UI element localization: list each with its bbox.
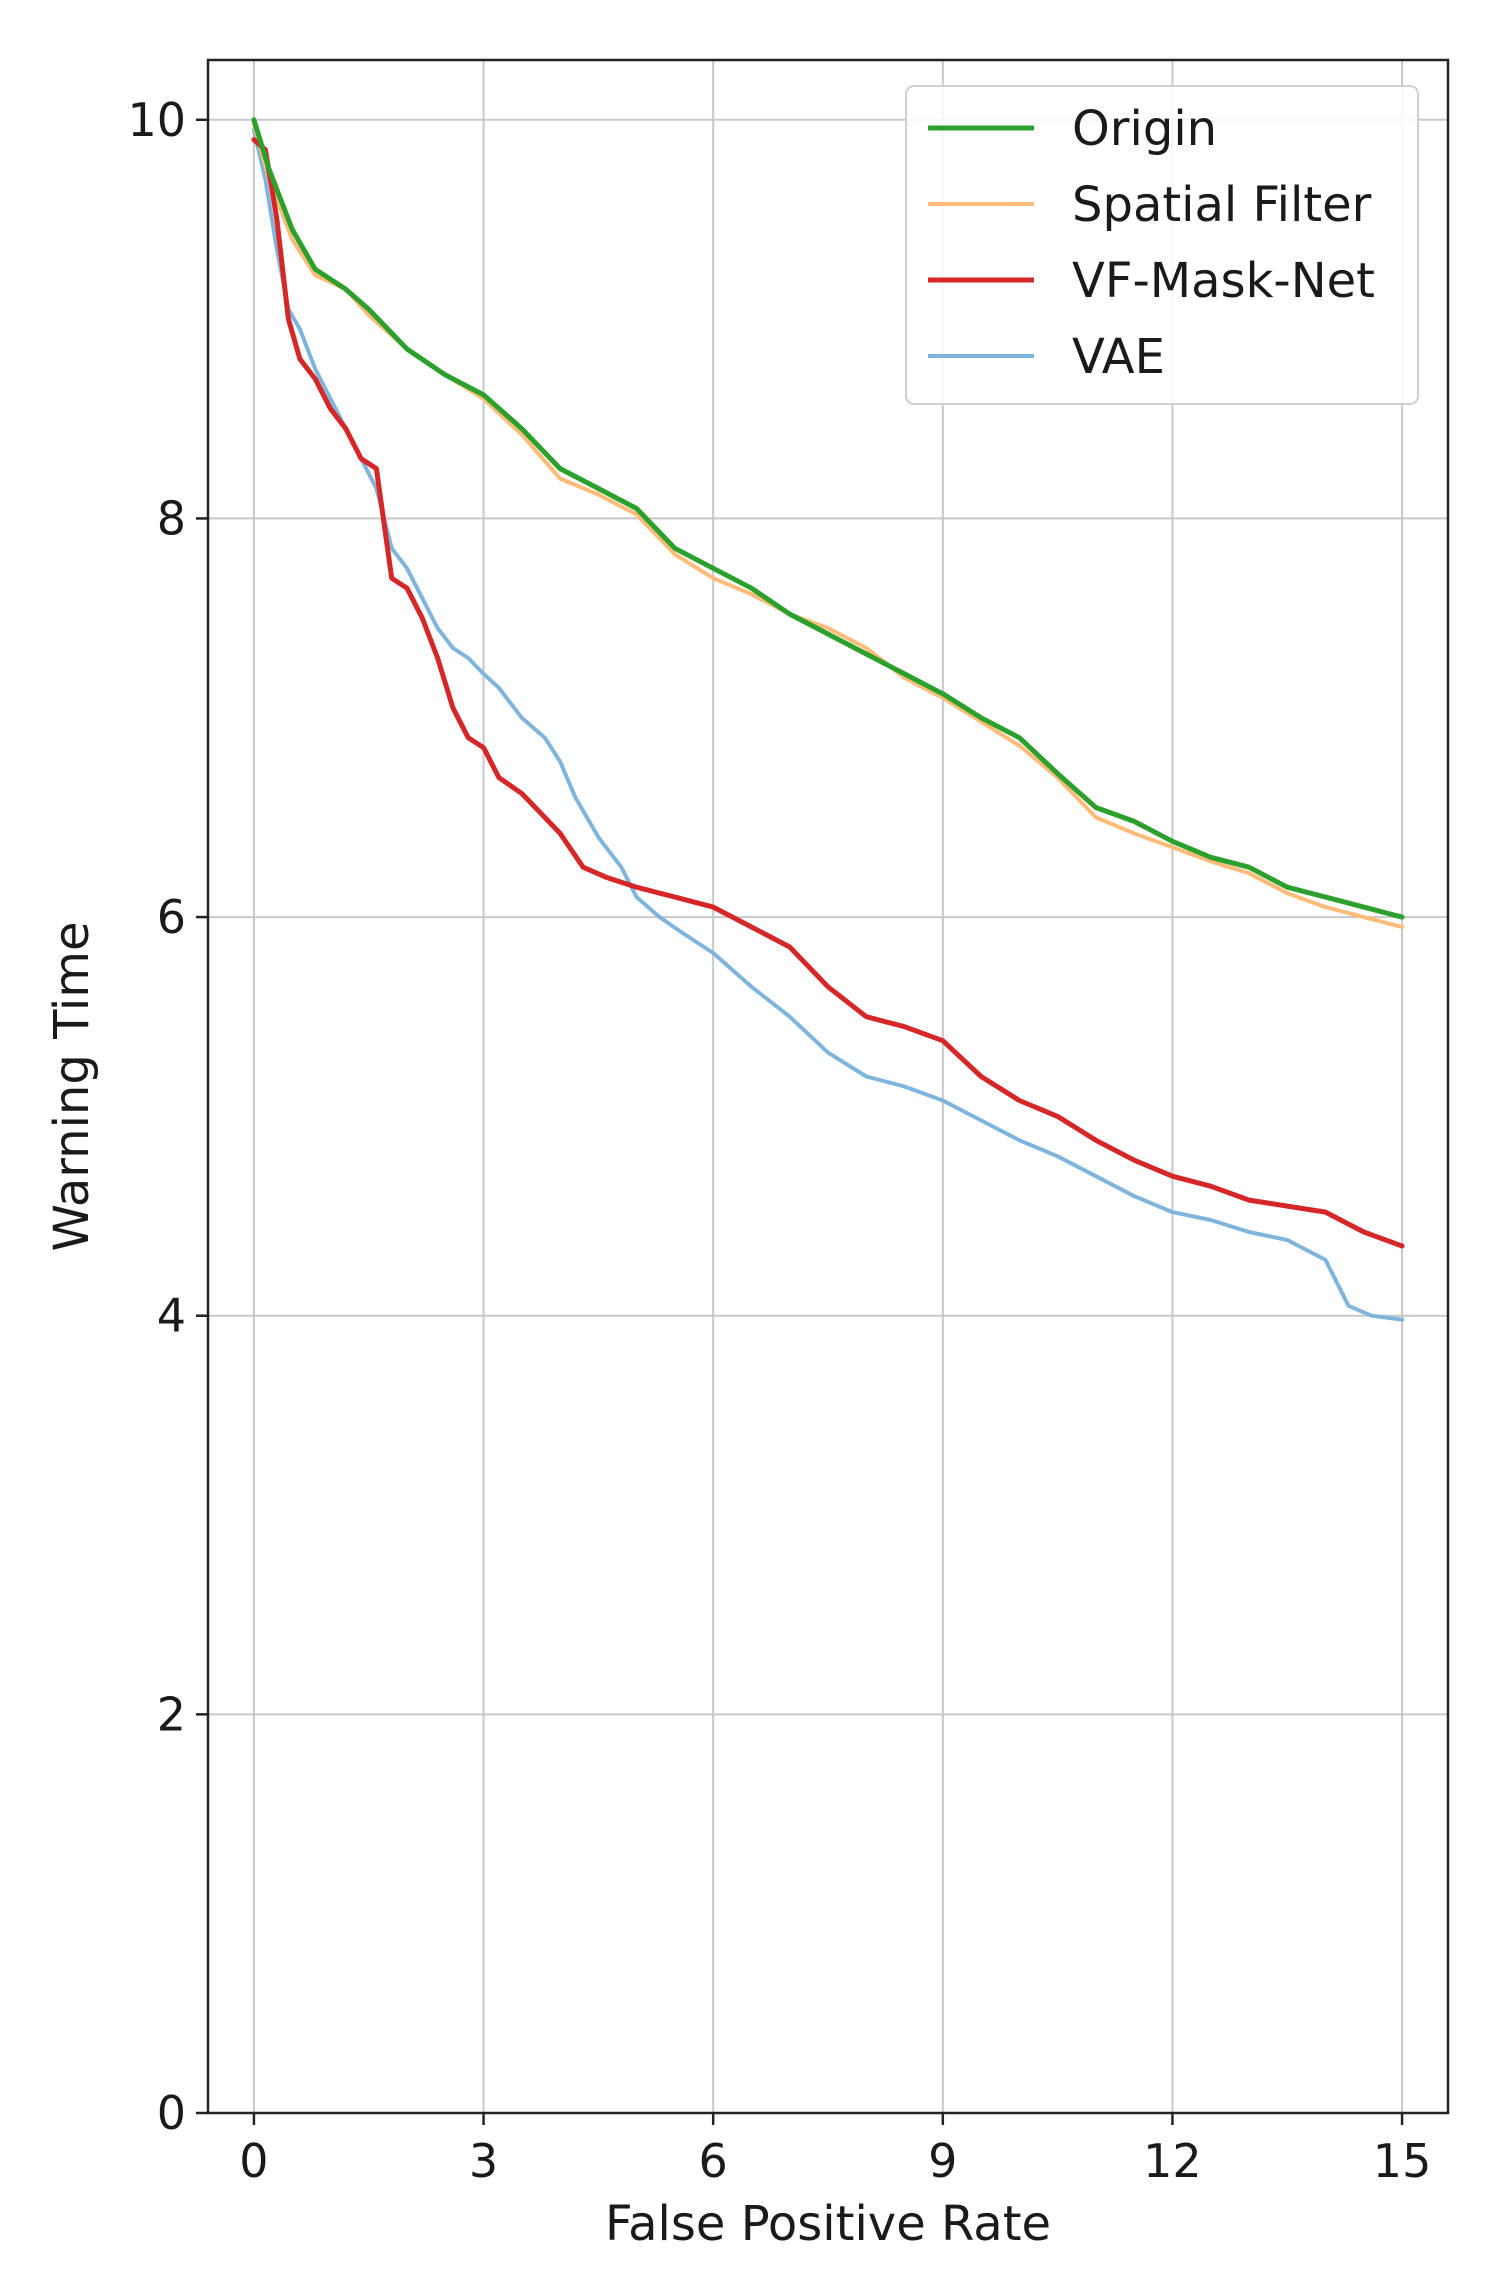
legend-box (905, 85, 1419, 405)
legend-label: Origin (1072, 101, 1217, 157)
x-tick-label: 12 (1143, 2134, 1202, 2188)
y-tick-label: 2 (157, 1687, 186, 1741)
x-tick-label: 0 (239, 2134, 268, 2188)
y-tick-label: 6 (157, 890, 186, 944)
y-tick-label: 4 (157, 1289, 186, 1343)
axis-ticks: 0 3 6 9 12 15 0 2 4 6 8 10 (127, 93, 1431, 2188)
x-axis-label: False Positive Rate (605, 2196, 1051, 2252)
series-line-vf-mask-net (251, 137, 1405, 1249)
x-tick-label: 15 (1373, 2134, 1432, 2188)
x-tick-label: 3 (469, 2134, 498, 2188)
plot-frame (206, 58, 1450, 2115)
plot-series (251, 117, 1405, 1322)
series-line-origin (251, 117, 1405, 920)
y-tick-label: 8 (157, 491, 186, 545)
y-tick-label: 10 (127, 93, 186, 147)
y-axis-label: Warning Time (44, 921, 100, 1251)
legend-label: Spatial Filter (1072, 177, 1372, 233)
legend-label: VAE (1072, 329, 1165, 385)
x-tick-label: 6 (699, 2134, 728, 2188)
y-tick-label: 0 (157, 2086, 186, 2140)
legend: Origin Spatial Filter VF-Mask-Net VAE (905, 85, 1419, 405)
legend-label: VF-Mask-Net (1072, 253, 1375, 309)
x-tick-label: 9 (928, 2134, 957, 2188)
